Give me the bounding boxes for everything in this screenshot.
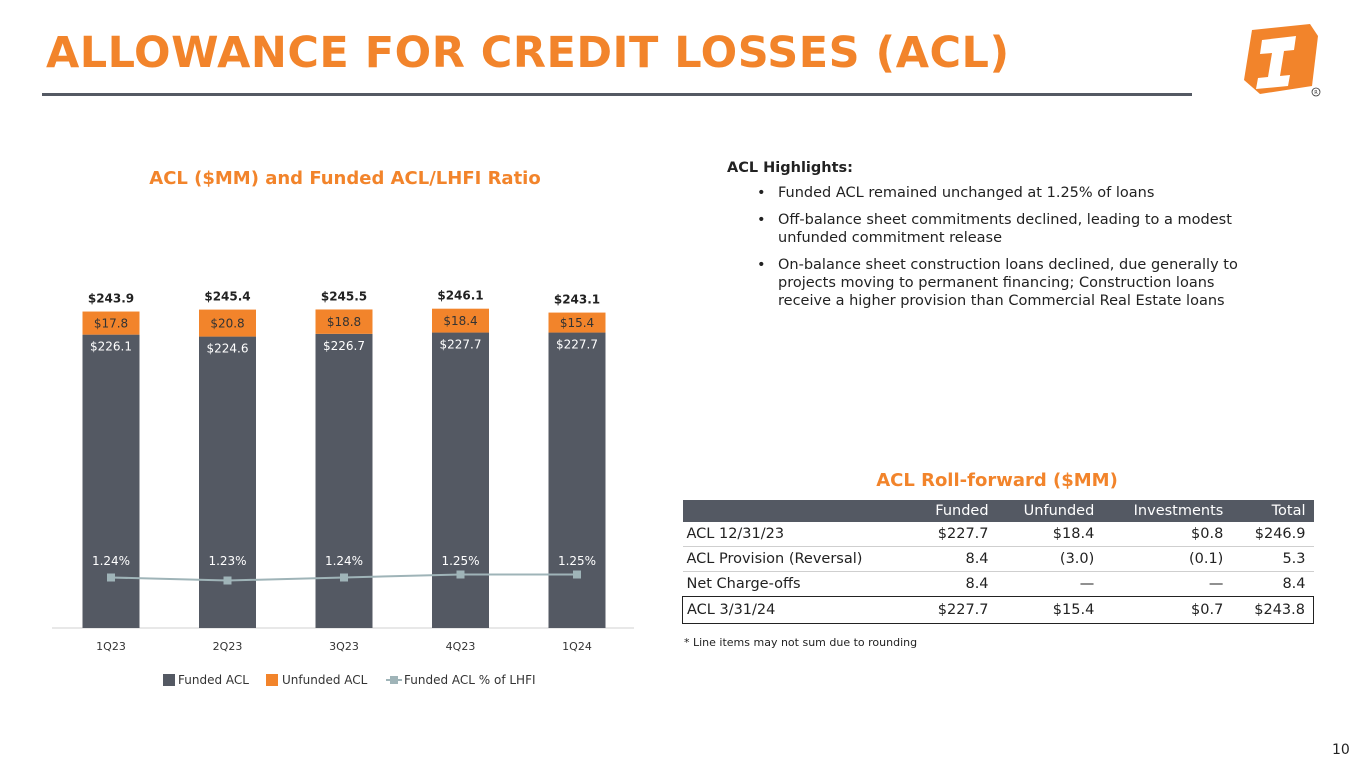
column-header: Investments [1102,500,1232,522]
table-cell: 5.3 [1231,546,1314,572]
table-cell: 8.4 [911,571,997,597]
table-cell: (0.1) [1102,546,1232,572]
x-tick-label: 1Q23 [96,640,126,653]
table-cell: — [996,571,1103,597]
ratio-point [456,570,465,579]
rollforward-title: ACL Roll-forward ($MM) [876,470,1118,491]
legend-ratio-marker [390,676,398,684]
total-acl-label: $245.5 [321,289,367,303]
total-acl-label: $246.1 [437,289,483,303]
column-header: Unfunded [996,500,1103,522]
svg-text:R: R [1314,90,1318,96]
highlight-item: On-balance sheet construction loans decl… [727,256,1247,310]
highlight-item: Funded ACL remained unchanged at 1.25% o… [727,184,1247,202]
company-logo-icon: R [1244,24,1321,97]
table-cell: 8.4 [911,546,997,572]
table-cell: $15.4 [996,596,1103,624]
table-cell: $227.7 [911,596,997,624]
acl-highlights: ACL Highlights: Funded ACL remained unch… [727,160,1247,319]
highlights-list: Funded ACL remained unchanged at 1.25% o… [727,184,1247,310]
total-acl-label: $245.4 [204,290,250,304]
column-header: Total [1231,500,1314,522]
highlight-item: Off-balance sheet commitments declined, … [727,211,1247,247]
x-tick-label: 3Q23 [329,640,359,653]
total-acl-label: $243.9 [88,292,134,306]
table-row: ACL 12/31/23 $227.7 $18.4 $0.8 $246.9 [683,522,1314,547]
funded-acl-bar [82,334,140,628]
legend-unfunded-swatch [266,674,278,686]
unfunded-acl-bar [199,309,256,337]
funded-acl-data-label: $226.7 [323,339,365,353]
highlights-heading: ACL Highlights: [727,160,853,176]
table-row: ACL Provision (Reversal) 8.4 (3.0) (0.1)… [682,546,1314,572]
ratio-point [107,573,115,582]
funded-acl-data-label: $227.7 [556,338,598,352]
unfunded-acl-data-label: $15.4 [560,316,594,330]
unfunded-acl-data-label: $18.4 [443,314,477,328]
table-header-row: Funded Unfunded Investments Total [682,500,1314,522]
funded-acl-bar [315,333,373,628]
title-divider [42,93,1192,96]
column-header: Funded [911,500,997,522]
ratio-point [573,570,581,579]
row-label: ACL 12/31/23 [686,526,785,542]
row-label: ACL 3/31/24 [681,596,912,624]
ratio-data-label: 1.23% [208,554,246,568]
unfunded-acl-data-label: $17.8 [94,317,128,331]
x-tick-label: 1Q24 [562,640,592,653]
table-cell: 8.4 [1231,571,1314,597]
unfunded-acl-bar [82,311,140,335]
unfunded-acl-bar [315,309,373,334]
ratio-data-label: 1.25% [441,554,479,568]
table-cell: $18.4 [1052,526,1095,542]
x-tick-label: 4Q23 [446,640,476,653]
table-cell: $246.9 [1254,526,1306,542]
table-cell: $0.7 [1102,596,1232,624]
chart-title: ACL ($MM) and Funded ACL/LHFI Ratio [149,168,541,189]
rollforward-table: Funded Unfunded Investments Total ACL 12… [681,500,1315,624]
table-cell: (3.0) [996,546,1103,572]
funded-acl-data-label: $226.1 [90,340,132,354]
table-cell: — [1102,571,1232,597]
funded-acl-data-label: $224.6 [207,342,249,356]
legend-ratio-label: Funded ACL % of LHFI [404,673,536,687]
column-header [682,500,912,522]
x-tick-label: 2Q23 [213,640,243,653]
legend-funded-label: Funded ACL [178,673,249,687]
ratio-data-label: 1.25% [558,554,596,568]
table-row: Net Charge-offs 8.4 — — 8.4 [682,571,1314,597]
footnote: * Line items may not sum due to rounding [684,636,918,649]
unfunded-acl-bar [548,312,606,333]
table-cell: $243.8 [1231,596,1315,624]
row-label: ACL Provision (Reversal) [682,546,912,572]
ratio-point [223,576,232,585]
ratio-point [340,573,348,582]
table-cell: $227.7 [937,526,989,542]
page-number: 10 [1332,742,1350,758]
acl-chart: $226.1 $17.8 $243.9 1Q23 $224.6 $20.8 $245.4 2Q… [52,289,634,687]
table-row-total: ACL 3/31/24 $227.7 $15.4 $0.7 $243.8 [681,596,1315,624]
legend-funded-swatch [163,674,175,686]
funded-acl-data-label: $227.7 [440,338,482,352]
page-title: ALLOWANCE FOR CREDIT LOSSES (ACL) [46,28,1010,78]
row-label: Net Charge-offs [682,571,912,597]
unfunded-acl-data-label: $18.8 [327,315,361,329]
unfunded-acl-data-label: $20.8 [210,317,244,331]
table-cell: $0.8 [1191,526,1224,542]
ratio-data-label: 1.24% [92,554,130,568]
total-acl-label: $243.1 [554,293,600,307]
funded-acl-bar [548,332,606,628]
unfunded-acl-bar [432,308,489,333]
funded-acl-bar [432,332,489,628]
legend-unfunded-label: Unfunded ACL [282,673,368,687]
ratio-data-label: 1.24% [325,554,363,568]
